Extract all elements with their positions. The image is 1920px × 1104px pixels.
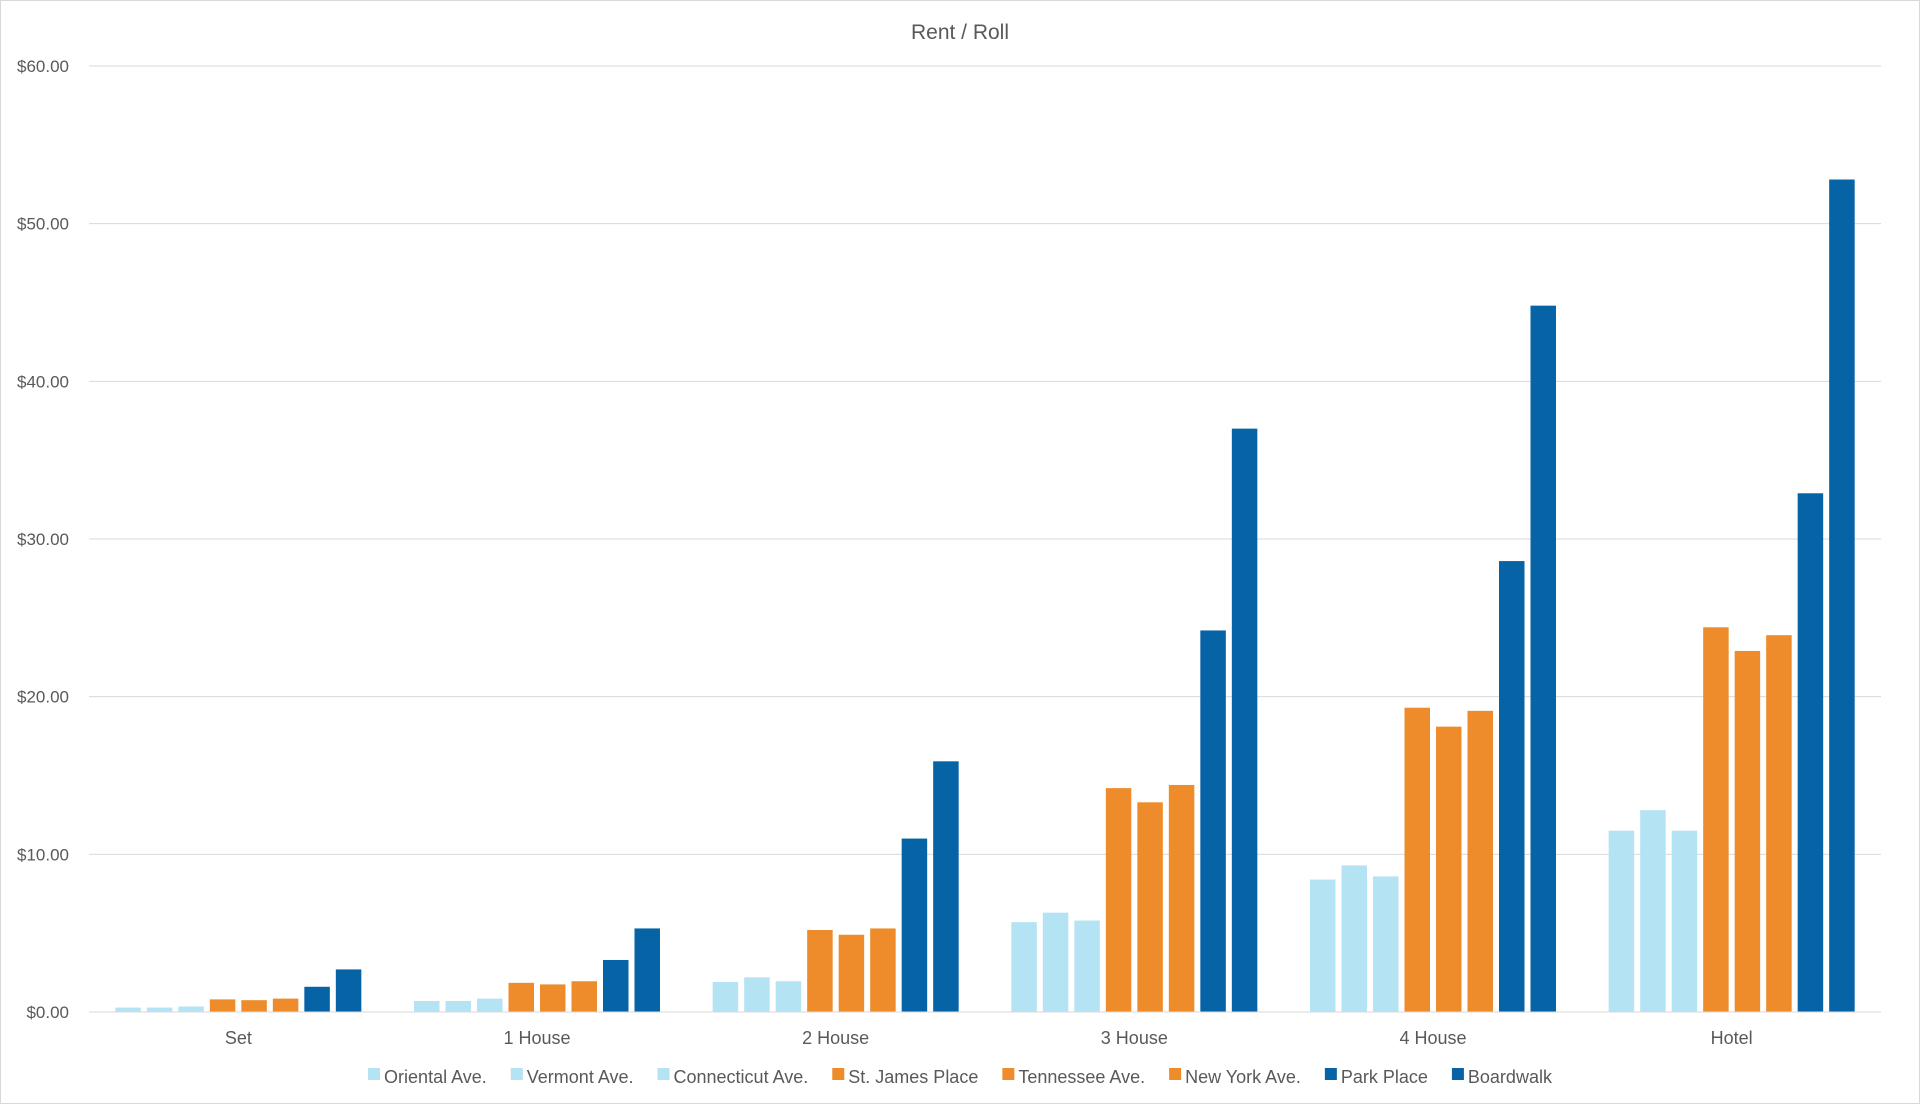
bar [272,998,299,1012]
y-tick-label: $60.00 [17,57,69,76]
bar [933,761,959,1012]
legend-label: Tennessee Ave. [1018,1067,1145,1087]
bar [1703,627,1729,1012]
legend-swatch [657,1068,670,1080]
bars [115,179,1855,1013]
bar [1341,865,1367,1012]
bar [540,984,566,1012]
bar [304,986,330,1012]
bar [146,1007,173,1012]
bar [1105,788,1132,1012]
bar [870,928,896,1012]
bar [1436,726,1462,1012]
legend-label: Vermont Ave. [527,1067,634,1087]
legend-swatch [368,1068,381,1080]
legend-swatch [510,1068,523,1080]
bar [178,1006,204,1012]
x-axis-categories: Set 1 House 2 House 3 House 4 House Hotel [225,1028,1753,1048]
bar [775,981,802,1012]
legend-label: New York Ave. [1185,1067,1301,1087]
legend-label: Connecticut Ave. [674,1067,809,1087]
x-category-label: 1 House [503,1028,570,1048]
bar [1231,428,1258,1013]
x-category-label: Hotel [1711,1028,1753,1048]
bar [1797,493,1824,1012]
bar [1766,635,1792,1012]
bar [603,959,629,1012]
legend-swatch [1002,1068,1015,1080]
bar [1404,707,1430,1012]
x-category-label: 3 House [1101,1028,1168,1048]
bar [115,1007,141,1012]
bar [634,928,660,1012]
bar [1373,876,1399,1012]
bar [1640,810,1666,1012]
y-tick-label: $30.00 [17,530,69,549]
legend-swatch [832,1068,845,1080]
bar [1200,630,1226,1012]
legend: Oriental Ave. Vermont Ave. Connecticut Ave… [368,1067,1553,1087]
bar [1829,179,1855,1012]
bar [414,1000,440,1012]
y-tick-label: $0.00 [26,1003,69,1022]
bar [744,977,770,1012]
bar [1137,802,1163,1012]
bar [1168,784,1195,1012]
x-category-label: Set [225,1028,252,1048]
bar [1467,710,1493,1012]
legend-swatch [1451,1068,1464,1080]
x-category-label: 4 House [1399,1028,1466,1048]
legend-label: Park Place [1341,1067,1428,1087]
legend-label: St. James Place [848,1067,978,1087]
bar [807,930,833,1012]
bar [335,969,362,1012]
bar [1671,830,1698,1012]
bar [712,982,739,1012]
bar [1310,879,1336,1012]
y-tick-label: $40.00 [17,372,69,391]
bar [241,1000,267,1012]
legend-label: Boardwalk [1468,1067,1553,1087]
bar [571,981,597,1012]
legend-swatch [1169,1068,1182,1080]
bar [901,838,928,1012]
bar [209,999,236,1012]
gridlines [89,65,1881,855]
bar [1530,305,1556,1012]
bar [508,982,534,1012]
y-tick-label: $10.00 [17,845,69,864]
bar [477,998,503,1012]
y-tick-label: $50.00 [17,215,69,234]
bar [1042,912,1069,1012]
bar [1074,920,1100,1012]
bar [1011,922,1037,1012]
bar [1499,561,1525,1012]
bar [1734,650,1761,1012]
legend-label: Oriental Ave. [384,1067,487,1087]
bar [838,934,865,1012]
y-tick-label: $20.00 [17,688,69,707]
x-category-label: 2 House [802,1028,869,1048]
bar [1608,830,1635,1012]
y-axis-ticks: $0.00 $10.00 $20.00 $30.00 $40.00 $50.00 $60.0… [17,57,69,1022]
chart-title: Rent / Roll [911,21,1009,44]
bar [445,1000,471,1012]
legend-swatch [1324,1068,1337,1080]
